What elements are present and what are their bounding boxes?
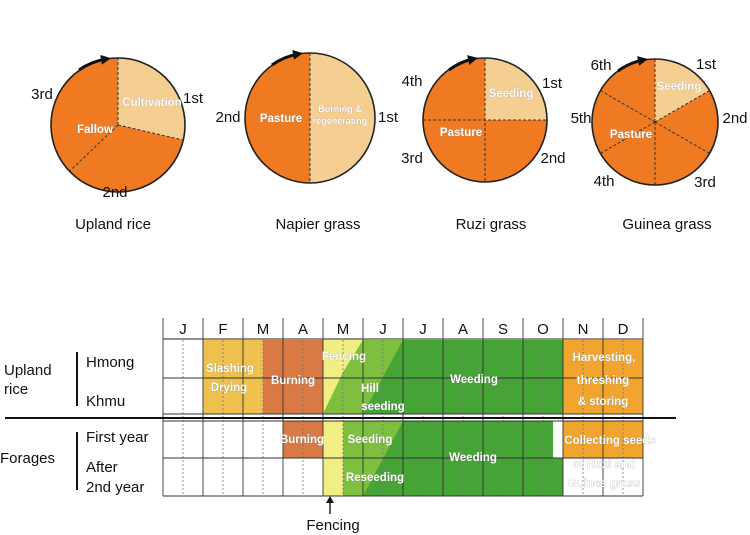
activity-guinea: Guinea grass [568, 478, 641, 490]
pie-year-6th: 6th [591, 57, 612, 74]
group-label-rice: rice [4, 381, 28, 398]
month-label-jun: J [379, 321, 387, 338]
activity-drying: Drying [211, 382, 247, 394]
month-gridlines [162, 318, 644, 496]
month-label-sep: S [498, 321, 508, 338]
pie-year-4th: 4th [594, 173, 615, 190]
pie-ruzi-grass: Seeding Pasture 1st 2nd 3rd 4th Ruzi gra… [401, 55, 566, 233]
activity-collecting-seeds: Collecting seeds [564, 435, 655, 447]
activity-burning-rice: Burning [271, 375, 315, 387]
pie-sector-pasture [245, 53, 310, 183]
pie-year-2nd: 2nd [722, 110, 747, 127]
seasonal-calendar: J F M A M J J A S O N D [0, 318, 676, 534]
pie-sector-cultivation [118, 58, 185, 140]
pie-year-5th: 5th [571, 110, 592, 127]
activity-reseeding: Reseeding [346, 472, 404, 484]
pie-napier-grass: Pasture Burning & regenerating 1st 2nd N… [215, 49, 399, 233]
group-label-forages: Forages [0, 450, 55, 467]
activity-hill: Hill [361, 383, 379, 395]
row-gridlines [163, 377, 643, 497]
pie-label-seeding: Seeding [657, 81, 702, 93]
pie-sector-fallow [51, 58, 118, 172]
month-label-jan: J [179, 321, 187, 338]
pie-caption-napier-grass: Napier grass [275, 216, 360, 233]
pie-year-3rd: 3rd [31, 86, 53, 103]
pie-year-1st: 1st [542, 75, 563, 92]
rotation-arrow-icon [271, 49, 303, 67]
pie-label-cultivation: Cultivation [122, 97, 181, 109]
pie-caption-ruzi-grass: Ruzi grass [456, 216, 527, 233]
pie-label-regenerating: regenerating [313, 116, 368, 126]
activity-weeding-forage: Weeding [449, 452, 497, 464]
fencing-arrowhead-icon [326, 496, 334, 503]
pie-sector-2nd [69, 125, 183, 192]
row-label-after: After [86, 459, 118, 476]
pie-year-2nd: 2nd [215, 109, 240, 126]
month-label-jul: J [419, 321, 427, 338]
block-weeding-forage-wedge [363, 421, 403, 496]
pie-sector-seeding [485, 58, 547, 120]
pie-label-burning: Burning & [318, 104, 362, 114]
cell-early-mar-rice [243, 340, 263, 414]
pie-sector-burning [310, 53, 375, 183]
activity-harvesting: Harvesting, [573, 352, 636, 364]
activity-weeding-rice: Weeding [450, 374, 498, 386]
activity-slashing: Slashing [206, 363, 254, 375]
fencing-marker-label: Fencing [306, 517, 359, 534]
cell-oct-green [553, 458, 563, 496]
rotation-arrow-icon [617, 56, 648, 73]
pie-label-pasture: Pasture [610, 129, 652, 141]
pie-caption-guinea-grass: Guinea grass [622, 216, 711, 233]
block-burning-rice [263, 340, 323, 414]
month-label-nov: N [578, 321, 589, 338]
pie-year-4th: 4th [402, 73, 423, 90]
month-label-mar: M [257, 321, 270, 338]
block-fencing-forage-2 [323, 458, 343, 496]
pie-label-pasture: Pasture [440, 127, 482, 139]
pie-label-seeding: Seeding [489, 88, 534, 100]
pie-year-1st: 1st [378, 109, 399, 126]
pie-upland-rice: Cultivation Fallow 1st 2nd 3rd Upland ri… [31, 54, 204, 233]
pie-year-1st: 1st [183, 90, 204, 107]
block-fencing-forage-1 [323, 421, 343, 458]
group-label-upland: Upland [4, 362, 52, 379]
pie-label-pasture: Pasture [260, 113, 302, 125]
month-label-may: M [337, 321, 350, 338]
row-label-hmong: Hmong [86, 354, 134, 371]
row-label-2nd-year: 2nd year [86, 479, 144, 496]
pie-year-2nd: 2nd [102, 184, 127, 201]
pie-year-3rd: 3rd [401, 150, 423, 167]
activity-ruzi: of Ruzi and [573, 459, 635, 471]
month-label-feb: F [218, 321, 227, 338]
month-label-oct: O [537, 321, 549, 338]
activity-fencing: Fencing [322, 351, 366, 363]
month-label-aug: A [458, 321, 468, 338]
pie-year-2nd: 2nd [540, 150, 565, 167]
activity-seeding-hill: seeding [361, 401, 404, 413]
month-label-apr: A [298, 321, 308, 338]
pie-caption-upland-rice: Upland rice [75, 216, 151, 233]
activity-threshing: threshing [577, 375, 629, 387]
activity-storing: & storing [578, 396, 628, 408]
activity-burning-forage: Burning [280, 434, 324, 446]
row-label-khmu: Khmu [86, 393, 125, 410]
pie-label-fallow: Fallow [77, 124, 113, 136]
rotation-arrow-icon [78, 54, 111, 72]
block-weeding-forage [403, 421, 553, 496]
row-label-first-year: First year [86, 429, 149, 446]
block-burning-forage [283, 421, 323, 458]
pie-guinea-grass: Seeding Pasture 1st 2nd 3rd 4th 5th 6th … [571, 56, 748, 233]
month-label-dec: D [618, 321, 629, 338]
pie-year-1st: 1st [696, 56, 717, 73]
rotation-arrow-icon [448, 55, 478, 72]
cell-oct-gap [553, 421, 563, 458]
pie-year-3rd: 3rd [694, 174, 716, 191]
activity-seeding-forage: Seeding [348, 434, 393, 446]
